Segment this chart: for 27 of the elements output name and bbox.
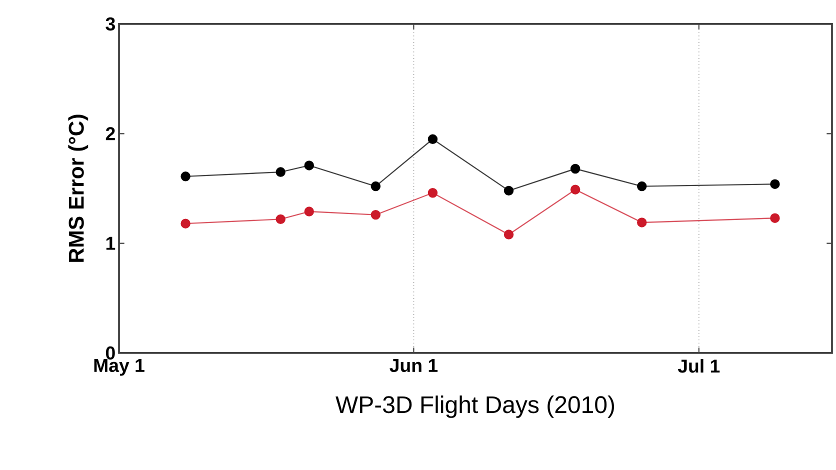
point <box>276 167 286 177</box>
point <box>180 218 190 228</box>
point <box>504 230 514 240</box>
point <box>370 181 381 192</box>
y-tick-label: 0 <box>106 346 115 360</box>
point <box>770 213 780 223</box>
x-axis-title: WP-3D Flight Days (2010) <box>336 396 614 418</box>
x-tick-label: Jun 1 <box>390 359 438 372</box>
x-tick-label: Jul 1 <box>678 359 720 373</box>
point <box>570 164 580 174</box>
y-tick-label: 2 <box>106 127 115 140</box>
point <box>180 172 190 182</box>
y-tick-label: 1 <box>106 236 116 250</box>
y-tick-label: 3 <box>106 17 115 31</box>
point <box>304 160 314 170</box>
point <box>504 186 514 196</box>
point <box>370 210 381 220</box>
point <box>304 206 314 216</box>
point <box>770 179 780 189</box>
point <box>428 188 438 198</box>
point <box>428 134 438 144</box>
point <box>637 218 647 228</box>
point <box>276 214 286 224</box>
x-tick-label: May 1 <box>94 359 144 376</box>
point <box>637 181 647 192</box>
y-axis-title: RMS Error (°C) <box>68 114 88 262</box>
point <box>570 184 580 194</box>
